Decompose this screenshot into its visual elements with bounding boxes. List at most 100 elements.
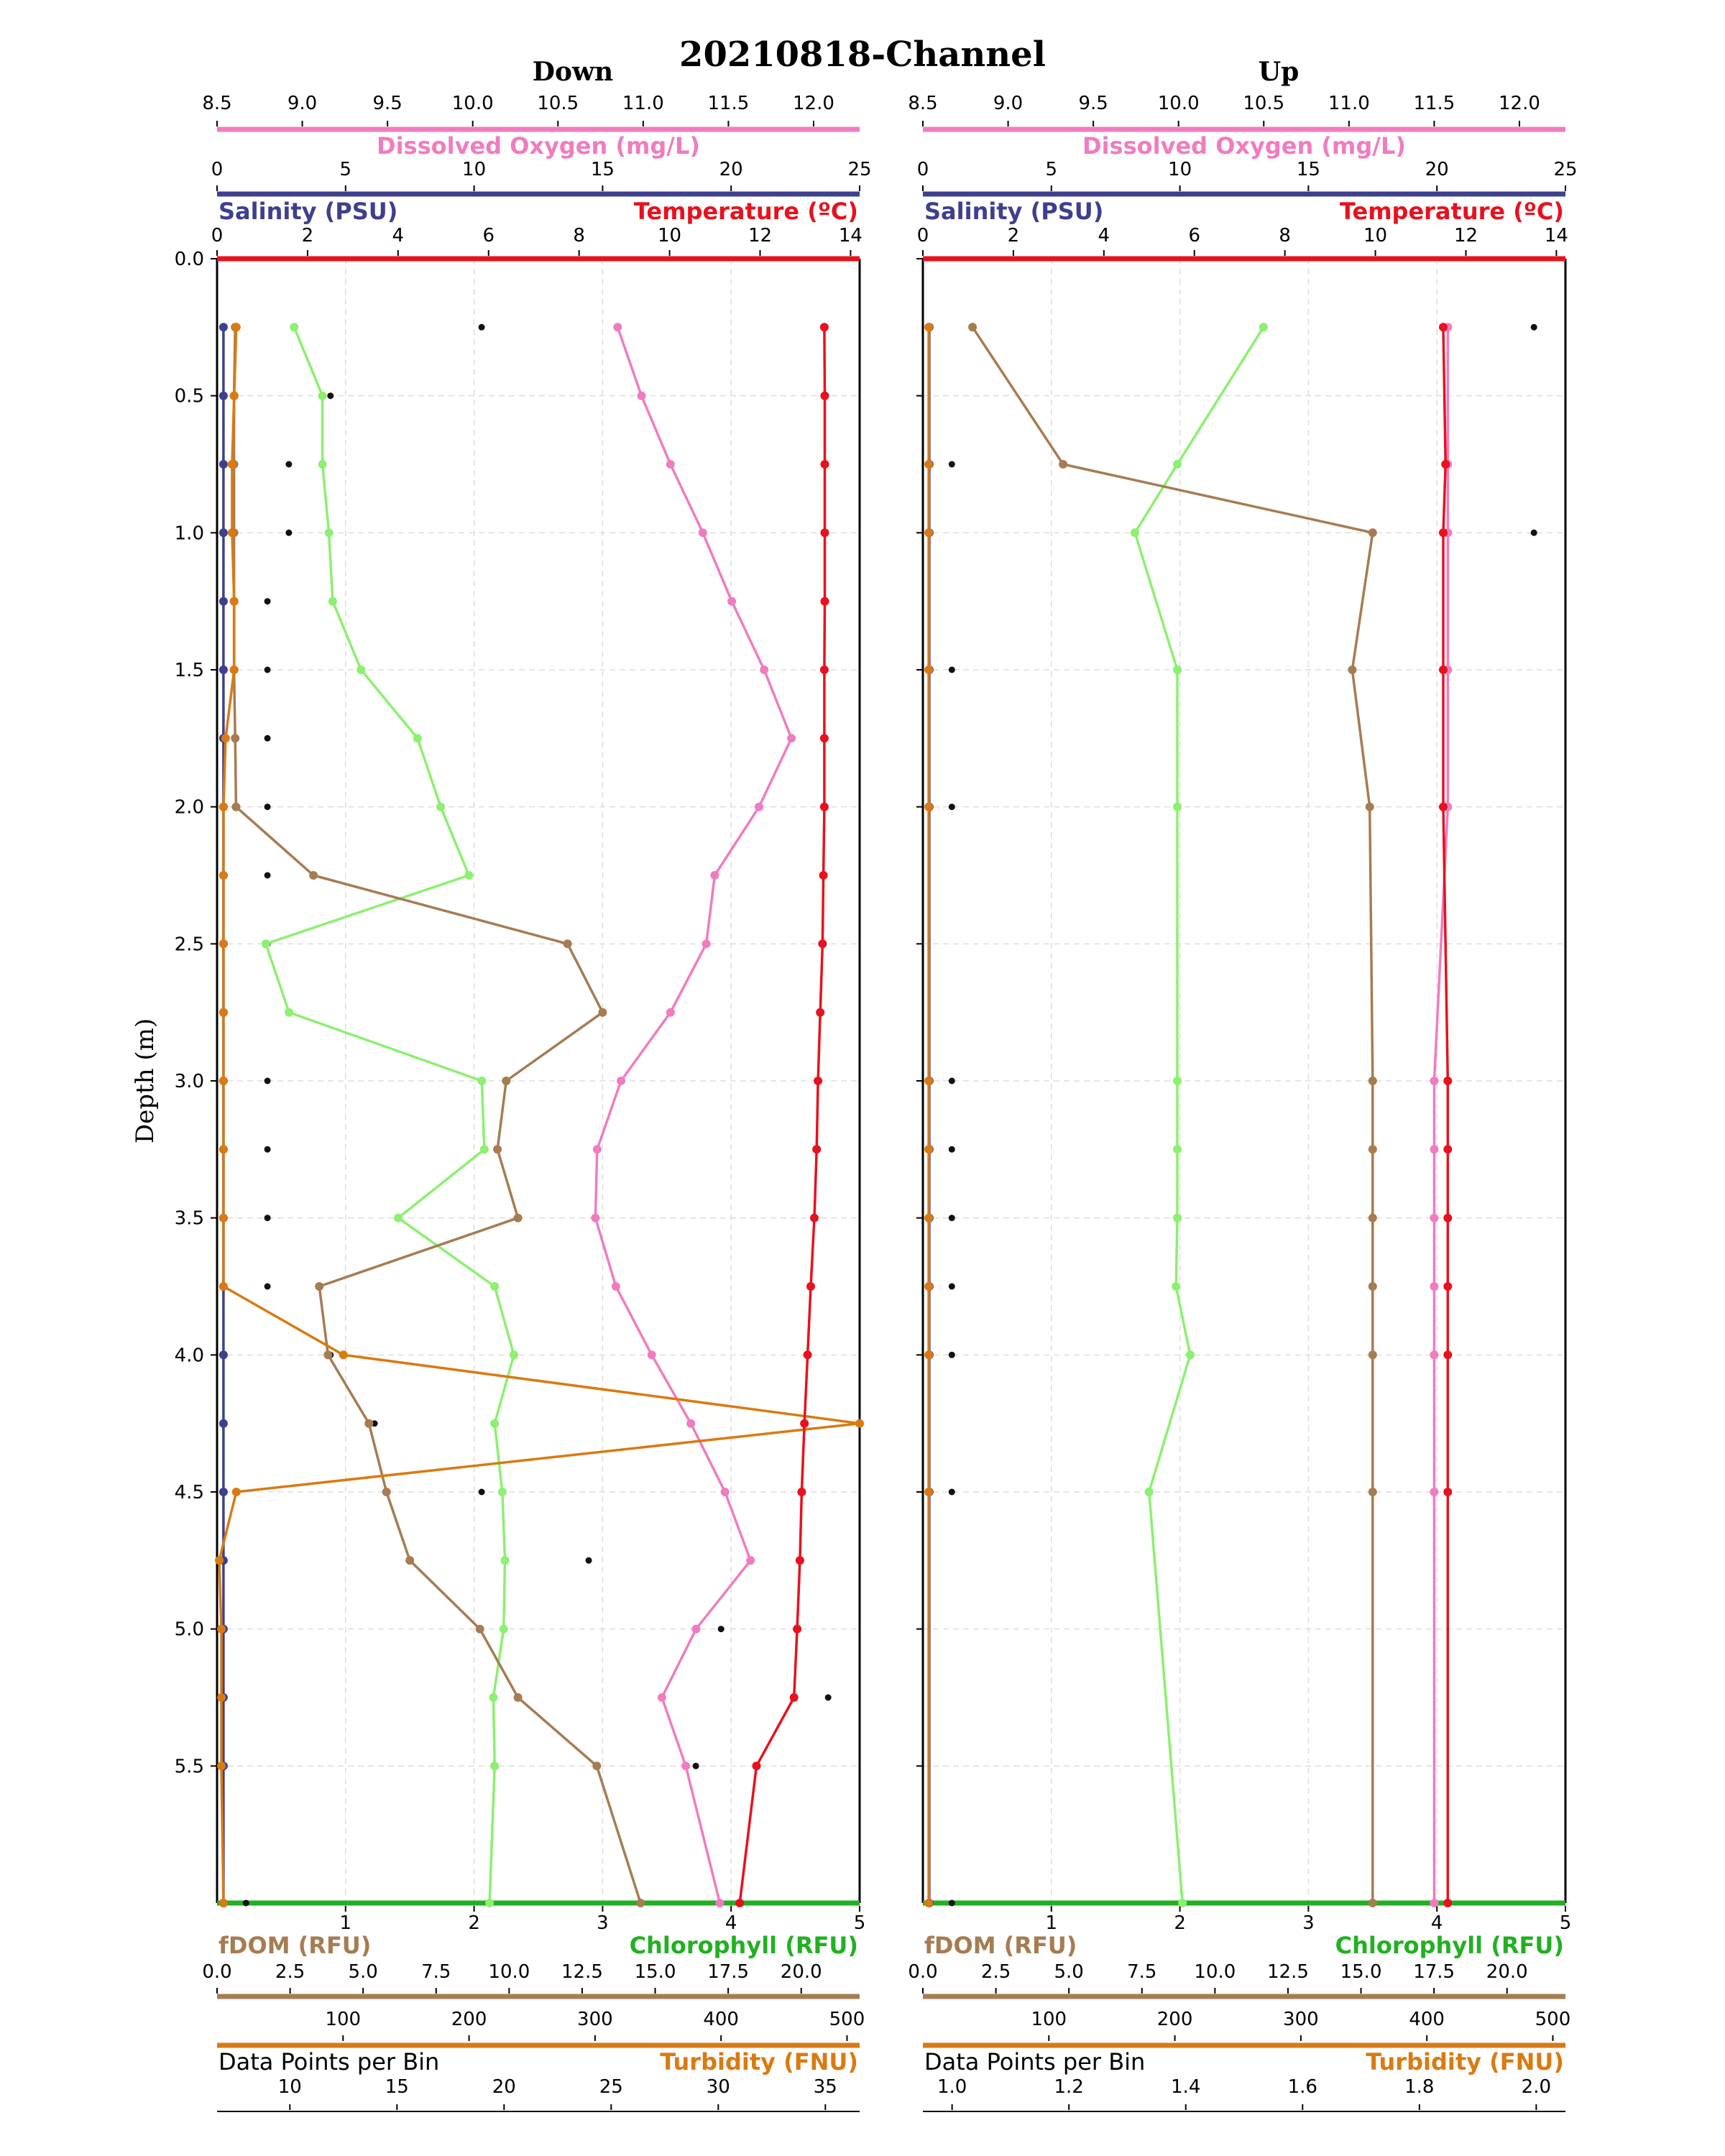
data-point	[924, 1899, 934, 1907]
depth-tick-label: 5.5	[175, 1756, 204, 1777]
data-point	[218, 1213, 228, 1222]
data-point	[261, 939, 270, 949]
data-point	[218, 665, 228, 674]
data-point	[490, 1419, 500, 1428]
data-point	[793, 1624, 802, 1634]
chlorophyll-axis-tick-label: 2	[1174, 1912, 1186, 1934]
data-point	[493, 1145, 502, 1154]
data-point	[691, 1624, 701, 1634]
data-point	[1368, 1282, 1377, 1291]
data-point	[819, 665, 829, 674]
series-turbidity	[924, 323, 934, 1907]
data-point	[1439, 665, 1448, 674]
series-chlorophyll	[261, 323, 518, 1907]
do-axis-tick-label: 9.5	[372, 93, 402, 114]
datapoints-axis-tick-label: 100	[325, 2009, 361, 2030]
data-point	[657, 1693, 666, 1702]
data-point	[218, 802, 228, 811]
temperature-axis-tick-label: 0	[211, 225, 224, 247]
do-axis-tick-label: 8.5	[908, 93, 937, 114]
salinity-axis-tick-label: 20	[719, 159, 743, 180]
data-point	[478, 1488, 485, 1496]
chlorophyll-axis-label: Chlorophyll (RFU)	[630, 1932, 858, 1959]
depth-tick-label: 1.5	[175, 660, 204, 681]
data-point	[1173, 1145, 1182, 1154]
data-point	[810, 1213, 819, 1222]
data-point	[795, 1556, 804, 1565]
data-point	[760, 665, 769, 674]
data-point	[264, 1215, 271, 1222]
data-point	[720, 1488, 730, 1496]
data-point	[285, 529, 293, 536]
data-point	[218, 528, 228, 538]
data-point	[924, 323, 934, 332]
data-point	[264, 666, 271, 673]
data-point	[1368, 1350, 1377, 1360]
fdom-axis-tick-label: 10.0	[1194, 1961, 1236, 1983]
data-point	[218, 1488, 228, 1496]
temperature-axis-tick-label: 12	[1454, 225, 1478, 247]
datapoints-axis-tick-label: 400	[703, 2009, 739, 2030]
turbidity-axis-label: Turbidity (FNU)	[1366, 2048, 1564, 2076]
do-axis-tick-label: 11.0	[622, 93, 664, 114]
do-axis-label: Dissolved Oxygen (mg/L)	[377, 132, 700, 160]
depth-tick-label: 3.5	[175, 1208, 204, 1230]
panel-title: Down	[533, 57, 613, 87]
data-point	[290, 323, 299, 332]
do-axis-tick-label: 9.0	[993, 93, 1023, 114]
data-point	[755, 802, 764, 811]
data-point	[1443, 1488, 1453, 1496]
fdom-axis-tick-label: 2.5	[275, 1961, 305, 1983]
data-point	[1430, 1077, 1439, 1085]
data-point	[1365, 802, 1374, 811]
data-point	[1368, 1077, 1377, 1085]
series-line	[1432, 327, 1450, 1903]
data-point	[382, 1488, 391, 1496]
series-line	[1442, 327, 1450, 1903]
data-point	[924, 1145, 934, 1154]
data-point	[475, 1624, 484, 1634]
data-point	[413, 734, 422, 743]
data-point	[394, 1213, 403, 1222]
temperature-axis-label: Temperature (ºC)	[1340, 198, 1564, 225]
chlorophyll-axis-tick-label: 1	[1046, 1912, 1058, 1934]
data-point	[727, 596, 737, 606]
chlorophyll-axis-tick-label: 2	[468, 1912, 480, 1934]
turbidity-axis-tick-label: 1.4	[1171, 2076, 1200, 2098]
data-point	[1443, 1350, 1453, 1360]
do-axis-tick-label: 12.0	[793, 93, 834, 114]
chlorophyll-axis-tick-label: 4	[725, 1912, 737, 1934]
data-point	[598, 1008, 607, 1017]
data-point	[735, 1899, 745, 1907]
depth-tick-label: 4.0	[175, 1345, 204, 1366]
depth-tick-label: 0.0	[175, 249, 204, 270]
temperature-axis-tick-label: 2	[1008, 225, 1020, 247]
data-point	[309, 871, 318, 880]
data-point	[218, 596, 228, 606]
data-point	[364, 1419, 374, 1428]
fdom-axis-tick-label: 12.5	[1267, 1961, 1309, 1983]
datapoints-axis-tick-label: 300	[1283, 2009, 1319, 2030]
panel-down: Down 0.0 0.5 1.0 1.5 2.0 2.5 3.0 3.5 4.0 4.5 5.0 5.5…	[175, 57, 872, 2112]
data-point	[497, 1488, 507, 1496]
data-point	[264, 1283, 271, 1290]
fdom-axis-label: fDOM (RFU)	[218, 1932, 371, 1959]
data-point	[820, 391, 829, 400]
data-point	[490, 1761, 500, 1771]
chlorophyll-axis-tick-label: 1	[340, 1912, 352, 1934]
data-point	[218, 1899, 228, 1907]
data-point	[1530, 323, 1537, 331]
data-point	[1259, 323, 1268, 332]
data-point	[218, 1419, 228, 1428]
panel-up: Up8.5 9.0 9.5 10.0 10.5 11.0 11.5 12.0Dissolved…	[908, 57, 1578, 2112]
data-point	[1430, 1213, 1439, 1222]
salinity-axis-tick-label: 5	[340, 159, 352, 180]
data-point	[1430, 1488, 1439, 1496]
temperature-axis-tick-label: 14	[1545, 225, 1568, 247]
data-point	[1530, 529, 1537, 536]
fdom-axis-tick-label: 20.0	[1486, 1961, 1528, 1983]
fdom-axis-label: fDOM (RFU)	[924, 1932, 1077, 1959]
data-point	[464, 871, 474, 880]
data-point	[328, 596, 337, 606]
data-point	[264, 1077, 271, 1084]
